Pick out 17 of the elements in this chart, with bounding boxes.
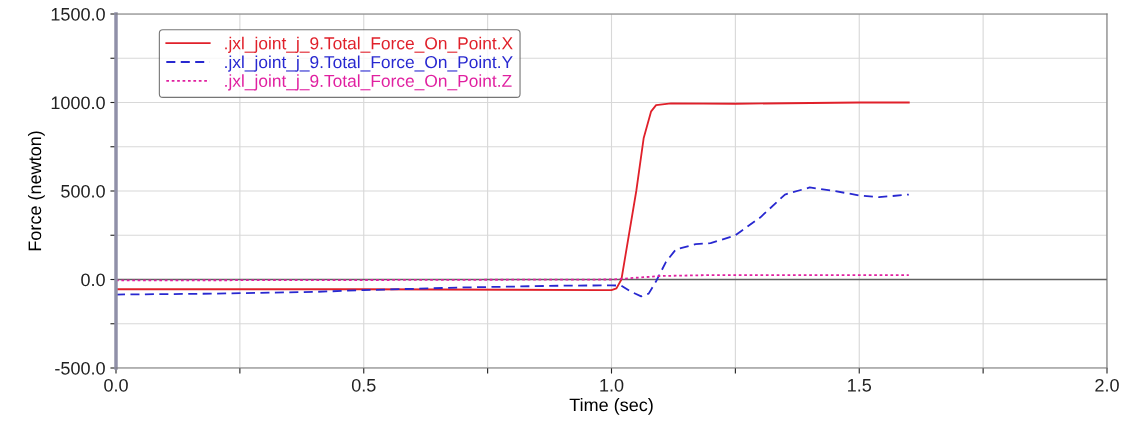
legend-label: .jxl_joint_j_9.Total_Force_On_Point.Z [225, 74, 512, 91]
y-axis-title: Force (newton) [27, 131, 45, 251]
legend-label: .jxl_joint_j_9.Total_Force_On_Point.Y [225, 55, 513, 72]
x-axis-title: Time (sec) [569, 398, 653, 415]
x-tick-label: 0.0 [104, 378, 128, 392]
y-tick-label: 500.0 [61, 184, 105, 198]
x-tick-label: 1.0 [600, 378, 624, 392]
y-tick-label: 1500.0 [51, 7, 105, 21]
legend-label: .jxl_joint_j_9.Total_Force_On_Point.X [225, 36, 513, 53]
x-tick-label: 1.5 [848, 379, 872, 392]
x-tick-label: 0.5 [351, 378, 376, 392]
line-series [116, 101, 910, 292]
y-tick-label: 1000.0 [51, 96, 105, 110]
line-series [116, 186, 910, 298]
y-tick-label: -500.0 [55, 361, 105, 375]
y-tick-label: 0.0 [81, 273, 105, 287]
x-tick-label: 2.0 [1095, 378, 1119, 392]
